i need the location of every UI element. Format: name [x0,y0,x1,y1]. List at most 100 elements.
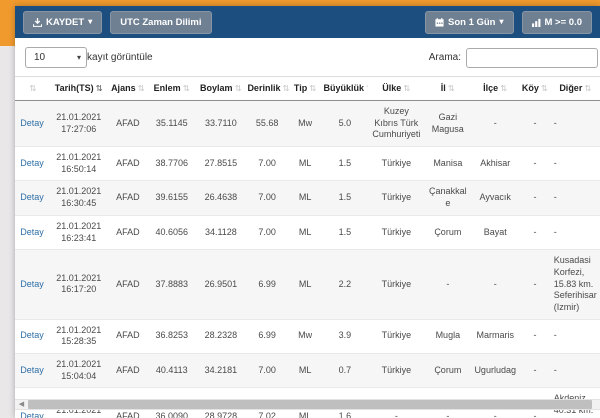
earthquake-table: ⇅Tarih(TS)⇅Ajans⇅Enlem⇅Boylam⇅Derinlik⇅T… [15,76,600,418]
search-label: Arama: [428,52,461,63]
save-button[interactable]: KAYDET ▾ [23,10,103,34]
sort-icon: ⇅ [500,83,508,93]
cell-detail: Detay [15,214,49,250]
column-header-detail[interactable]: ⇅ [15,76,49,101]
cell-diger: - [550,214,600,250]
cell-ulke: Türkiye [368,352,425,388]
cell-detail: Detay [15,146,49,181]
cell-koy: - [519,352,551,388]
cell-il: Gazi Magusa [431,111,464,134]
cell-derinlik: 6.99 [245,249,289,320]
detail-link[interactable]: Detay [20,278,44,289]
cell-detail: Detay [15,352,49,388]
column-header-boylam[interactable]: Boylam ⇅ [196,76,246,101]
scrollbar-thumb[interactable] [28,400,592,409]
search-input[interactable] [466,47,598,68]
cell-buyukluk: 3.9 [321,318,369,354]
cell-boylam: 26.9501 [196,249,246,320]
cell-boylam: 34.1128 [196,214,246,250]
magnitude-filter-button[interactable]: M >= 0.0 [521,10,592,34]
magnitude-filter-label: M >= 0.0 [544,16,583,28]
cell-tip: Mw [298,117,313,128]
sort-icon: ⇅ [95,83,103,93]
cell-koy: - [519,214,551,250]
cell-il: Çorum [424,214,472,250]
event-time: 16:23:41 [61,232,97,243]
utc-timezone-label: UTC Zaman Dilimi [120,16,202,28]
cell-ajans: AFAD [108,214,148,250]
cell-detail: Detay [15,318,49,354]
detail-link[interactable]: Detay [20,330,44,341]
cell-ilce: - [493,117,497,128]
event-date: 21.01.2021 [56,220,102,231]
column-header-ajans[interactable]: Ajans ⇅ [108,76,148,101]
event-time: 16:17:20 [61,284,97,295]
cell-koy: - [519,180,551,216]
column-header-koy[interactable]: Köy ⇅ [519,76,551,101]
sort-icon: ⇅ [447,83,455,93]
cell-derinlik: 7.00 [245,180,289,216]
cell-boylam: 34.2181 [196,352,246,388]
detail-link[interactable]: Detay [20,157,44,168]
cell-ajans: AFAD [108,352,148,388]
cell-buyukluk: 5.0 [338,117,352,128]
column-label: Tarih(TS) [54,83,94,93]
cell-tip: ML [288,352,322,388]
column-header-buyukluk[interactable]: Büyüklük⇅ [321,76,369,101]
cell-tarih: 21.01.2021 16:17:20 [48,249,109,320]
cell-ulke: Türkiye [368,146,425,181]
cell-tarih: 21.01.2021 16:30:45 [48,180,109,216]
cell-il: Mugla [424,318,472,354]
cell-il: Çorum [424,352,472,388]
column-header-enlem[interactable]: Enlem ⇅ [147,76,197,101]
cell-buyukluk: 1.5 [321,214,369,250]
column-header-tarih[interactable]: Tarih(TS) ⇅ [48,76,109,101]
event-date: 21.01.2021 [56,186,102,197]
cell-derinlik: 7.00 [245,352,289,388]
date-range-button[interactable]: Son 1 Gün ▾ [424,10,514,34]
cell-tip: ML [288,214,322,250]
table-row: Detay 21.01.2021 15:04:04 AFAD 40.4113 34.218… [15,352,600,388]
cell-ajans: AFAD [116,117,140,128]
cell-derinlik: 6.99 [245,318,289,354]
column-label: İlçe [483,83,499,93]
event-date: 21.01.2021 [56,359,102,369]
column-label: Ülke [382,83,402,93]
cell-enlem: 40.4113 [147,352,197,388]
cell-il: - [424,249,472,320]
cell-tarih: 21.01.2021 16:50:14 [48,146,109,181]
column-label: Diğer [559,83,583,93]
cell-enlem: 36.8253 [147,318,197,354]
horizontal-scrollbar[interactable]: ◀ [15,399,600,410]
table-row: Detay 21.01.2021 16:17:20 AFAD 37.8883 26.950… [15,249,600,320]
column-label: Enlem [153,83,181,93]
event-date: 21.01.2021 [56,324,102,335]
utc-timezone-button[interactable]: UTC Zaman Dilimi [110,10,212,34]
column-header-tip[interactable]: Tip ⇅ [288,76,322,101]
detail-link[interactable]: Detay [20,364,44,375]
detail-link[interactable]: Detay [20,410,44,418]
detail-link[interactable]: Detay [20,226,44,237]
detail-link[interactable]: Detay [20,192,44,203]
cell-tip: Mw [288,318,322,354]
column-header-ulke[interactable]: Ülke ⇅ [368,76,425,101]
detail-link[interactable]: Detay [20,117,44,128]
column-label: Derinlik [247,83,281,93]
cell-detail: Detay [15,101,49,147]
event-date: 21.01.2021 [56,111,102,122]
page-length-select[interactable]: 10 [25,47,87,68]
column-header-diger[interactable]: Diğer ⇅ [550,76,600,101]
cell-detail: Detay [15,180,49,216]
scroll-left-arrow-icon[interactable]: ◀ [18,401,25,408]
cell-ilce: - [471,249,520,320]
cell-tarih: 21.01.2021 15:04:04 [48,352,109,388]
cell-ajans: AFAD [108,180,148,216]
cell-ilce: Ugurludag [471,352,520,388]
cell-derinlik: 7.00 [245,146,289,181]
page-length-label: kayıt görüntüle [87,52,153,63]
column-header-derinlik[interactable]: Derinlik⇅ [245,76,289,101]
cell-boylam: 28.2328 [196,318,246,354]
column-label: Köy [521,83,539,93]
column-header-il[interactable]: İl ⇅ [424,76,472,101]
column-header-ilce[interactable]: İlçe ⇅ [471,76,520,101]
